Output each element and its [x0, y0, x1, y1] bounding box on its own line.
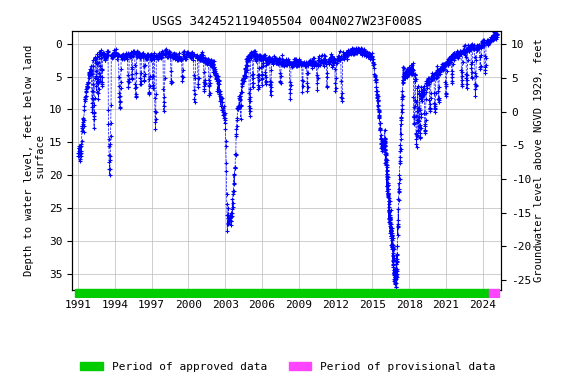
Legend: Period of approved data, Period of provisional data: Period of approved data, Period of provi…	[76, 358, 500, 377]
Y-axis label: Groundwater level above NGVD 1929, feet: Groundwater level above NGVD 1929, feet	[534, 38, 544, 282]
Bar	[490, 289, 499, 296]
Y-axis label: Depth to water level, feet below land
 surface: Depth to water level, feet below land su…	[24, 45, 46, 276]
Bar	[75, 289, 490, 296]
Title: USGS 342452119405504 004N027W23F008S: USGS 342452119405504 004N027W23F008S	[151, 15, 422, 28]
